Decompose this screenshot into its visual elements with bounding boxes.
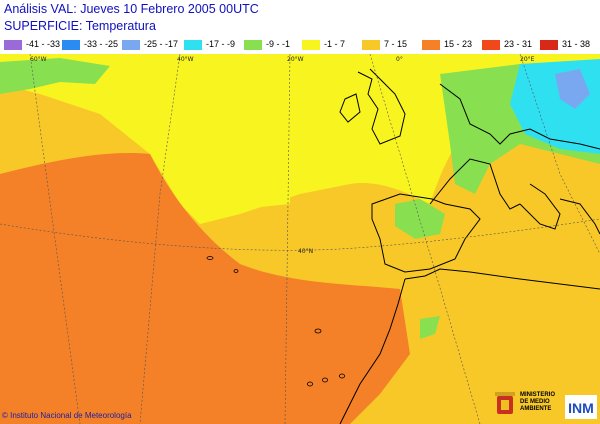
lon-label: 40°W <box>177 56 194 63</box>
legend-swatch <box>540 40 558 50</box>
coast-west-africa <box>339 278 406 424</box>
island-canary <box>322 377 328 383</box>
coast-france-italy <box>429 158 521 210</box>
band-15-23 <box>0 153 410 424</box>
legend-swatch <box>4 40 22 50</box>
lon-label: 60°W <box>30 56 47 63</box>
band-minus9-minus1-iberia <box>395 199 445 239</box>
legend-label: -9 - -1 <box>266 39 291 49</box>
temperature-legend: -41 - -33 -33 - -25 -25 - -17 -17 - -9 -… <box>0 38 600 52</box>
coast-italy <box>519 183 561 230</box>
island-madeira <box>314 328 322 334</box>
lon-label: 20°E <box>520 56 535 63</box>
islands <box>206 256 345 387</box>
temperature-map <box>0 54 600 424</box>
band-minus9-minus1-atlas <box>420 316 440 339</box>
map-title: Análisis VAL: Jueves 10 Febrero 2005 00U… <box>4 2 259 16</box>
coast-balkans <box>559 198 600 235</box>
logo-text: INM <box>568 400 594 416</box>
parallel-40n <box>0 218 600 251</box>
coast-ireland <box>339 93 361 123</box>
legend-swatch <box>422 40 440 50</box>
band-minus9-minus1-nw <box>0 58 110 94</box>
legend-swatch <box>184 40 202 50</box>
coastlines <box>339 68 600 424</box>
band-minus1-7-atlantic <box>180 54 290 209</box>
graticule <box>0 54 600 424</box>
legend-swatch <box>122 40 140 50</box>
island-canary <box>307 381 313 387</box>
legend-label: 31 - 38 <box>562 39 591 49</box>
island-azores <box>233 269 239 273</box>
legend-label: 15 - 23 <box>444 39 473 49</box>
legend-label: -25 - -17 <box>144 39 179 49</box>
lat-label: 40°N <box>298 248 314 255</box>
legend-label: -41 - -33 <box>26 39 61 49</box>
legend-label: -1 - 7 <box>324 39 346 49</box>
map-subtitle: SUPERFICIE: Temperatura <box>4 19 156 33</box>
legend-swatch <box>62 40 80 50</box>
legend-label: 23 - 31 <box>504 39 533 49</box>
legend-label: 7 - 15 <box>384 39 408 49</box>
coast-north-europe <box>439 83 600 150</box>
legend-swatch <box>362 40 380 50</box>
coast-north-africa <box>404 268 600 290</box>
lon-label: 0° <box>396 56 403 63</box>
coat-of-arms-icon <box>495 392 515 414</box>
meridian-0 <box>369 54 481 424</box>
band-minus25-minus17 <box>555 69 590 109</box>
lon-label: 20°W <box>287 56 304 63</box>
legend-swatch <box>482 40 500 50</box>
coast-britain <box>357 68 406 145</box>
meridian-20w <box>284 54 291 424</box>
island-canary <box>339 373 345 379</box>
coast-iberia <box>371 193 481 273</box>
legend-label: -17 - -9 <box>206 39 236 49</box>
inm-logo: INM <box>565 395 597 419</box>
ministry-label: MINISTERIO DE MEDIO AMBIENTE <box>520 392 556 412</box>
copyright-text: © Instituto Nacional de Meteorología <box>2 411 132 420</box>
island-azores <box>206 256 214 260</box>
legend-label: -33 - -25 <box>84 39 119 49</box>
legend-swatch <box>244 40 262 50</box>
legend-swatch <box>302 40 320 50</box>
meridian-40w <box>139 54 181 424</box>
